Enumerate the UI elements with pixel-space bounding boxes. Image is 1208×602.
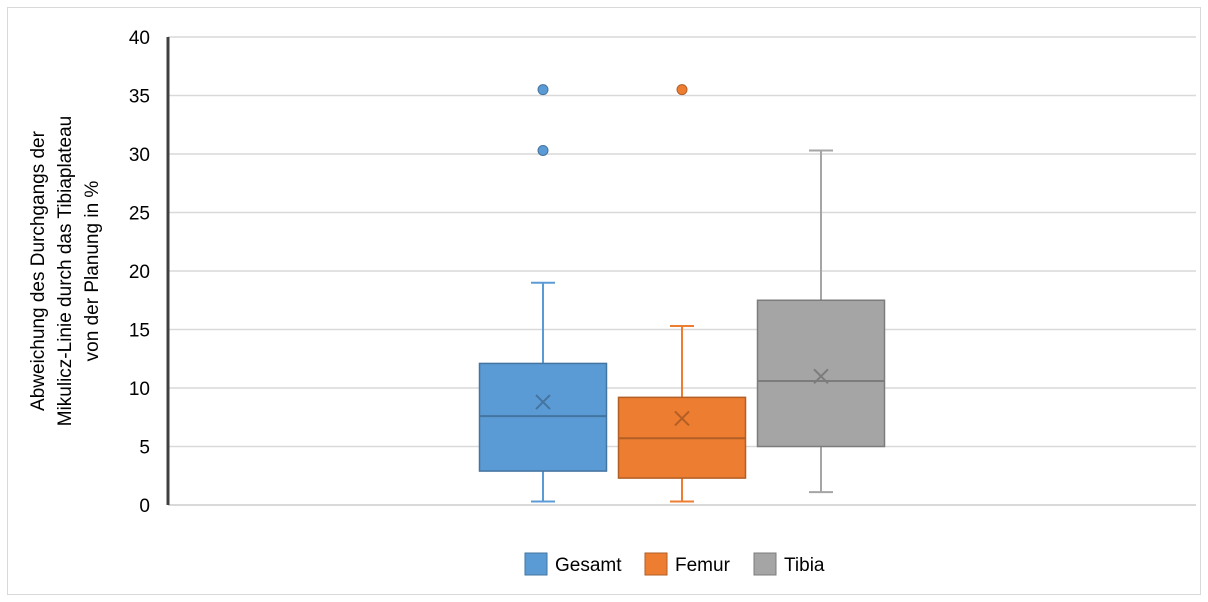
y-tick-label-0: 0 — [139, 496, 150, 517]
y-axis-label-line-1: Abweichung des Durchgangs der — [28, 130, 49, 411]
legend-label-femur: Femur — [675, 555, 731, 576]
y-axis-label-line-3: von der Planung in % — [82, 181, 103, 362]
legend-label-gesamt: Gesamt — [555, 555, 622, 576]
y-tick-label-25: 25 — [129, 204, 150, 225]
mean-marker-b-tibia — [813, 368, 829, 385]
y-tick-label-40: 40 — [129, 28, 150, 49]
y-axis-label-line-2: Mikulicz-Linie durch das Tibiaplateau — [55, 116, 76, 427]
y-tick-label-20: 20 — [129, 262, 150, 283]
outlier-femur-0 — [676, 84, 688, 96]
legend-item-femur: Femur — [644, 552, 731, 576]
axes — [166, 37, 1196, 506]
legend-label-tibia: Tibia — [784, 555, 825, 576]
y-tick-label-5: 5 — [139, 438, 150, 459]
legend-item-gesamt: Gesamt — [524, 552, 622, 576]
y-tick-label-10: 10 — [129, 379, 150, 400]
outlier-gesamt-0 — [537, 144, 549, 156]
legend-swatch-gesamt — [524, 552, 548, 576]
legend: Gesamt Femur Tibia — [524, 552, 825, 576]
boxes — [478, 84, 886, 503]
box-body-gesamt — [478, 362, 608, 472]
y-tick-labels: 0 5 10 15 20 25 30 35 40 — [129, 28, 150, 517]
y-tick-label-35: 35 — [129, 87, 150, 108]
box-femur — [617, 84, 747, 503]
gridlines — [168, 36, 1196, 448]
y-axis-label: Abweichung des Durchgangs der Mikulicz-L… — [28, 116, 103, 427]
outlier-gesamt-1 — [537, 84, 549, 96]
y-tick-label-30: 30 — [129, 145, 150, 166]
legend-swatch-tibia — [753, 552, 777, 576]
box-tibia — [756, 149, 886, 494]
legend-item-tibia: Tibia — [753, 552, 825, 576]
legend-swatch-femur — [644, 552, 668, 576]
y-tick-label-15: 15 — [129, 321, 150, 342]
mean-marker-b-gesamt — [535, 394, 551, 410]
box-body-tibia — [756, 299, 886, 448]
box-gesamt — [478, 84, 608, 503]
chart-area — [7, 7, 1201, 595]
mean-marker-b-femur — [674, 410, 690, 427]
